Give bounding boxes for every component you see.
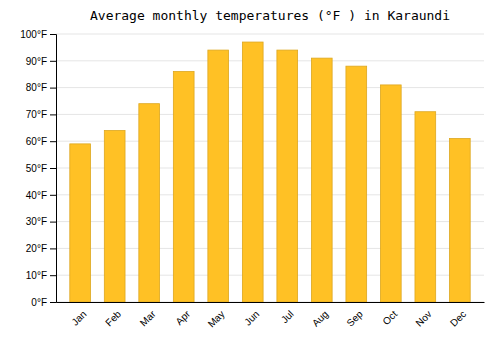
tick: 100°F xyxy=(20,29,56,40)
tick: May xyxy=(206,308,227,329)
tick: Mar xyxy=(138,308,158,328)
grid-line xyxy=(56,87,484,88)
tick-label: 70°F xyxy=(26,109,47,120)
tick-label: Jun xyxy=(242,308,261,327)
axis-line xyxy=(50,35,57,303)
bar xyxy=(415,112,436,302)
x-axis: Jan Feb Mar Apr May Jun Jul Aug Sep Oct Nov Dec xyxy=(57,303,485,330)
tick: 20°F xyxy=(26,243,56,254)
tick-label: 90°F xyxy=(26,56,47,67)
tick-mark xyxy=(50,114,56,115)
bar xyxy=(380,85,401,302)
bar xyxy=(139,104,160,302)
tick: Jul xyxy=(279,308,296,325)
tick: 70°F xyxy=(26,109,56,120)
bar xyxy=(70,144,91,302)
tick: 60°F xyxy=(26,136,56,147)
tick-label: 80°F xyxy=(26,82,47,93)
tick-mark xyxy=(50,141,56,142)
bar xyxy=(311,58,332,302)
tick: 0°F xyxy=(31,297,56,308)
tick: Feb xyxy=(103,308,123,328)
tick-label: Apr xyxy=(173,308,192,327)
tick-mark xyxy=(50,34,56,35)
tick: 50°F xyxy=(26,163,56,174)
tick-label: Oct xyxy=(381,308,400,327)
tick-mark xyxy=(50,275,56,276)
chart: 0°F 10°F 20°F 30°F 40°F 50°F 60°F 70°F 80°F 90°F 1… xyxy=(0,0,500,350)
tick-label: May xyxy=(206,308,227,329)
tick-label: Jul xyxy=(279,308,296,325)
tick-label: Jan xyxy=(69,308,88,327)
bar xyxy=(104,130,125,302)
bar xyxy=(208,50,229,302)
tick: Sep xyxy=(344,308,365,329)
tick: Aug xyxy=(310,308,330,328)
tick-label: Nov xyxy=(413,308,433,328)
y-axis: 0°F 10°F 20°F 30°F 40°F 50°F 60°F 70°F 80°F 90°F 1… xyxy=(20,29,56,308)
plot: 0°F 10°F 20°F 30°F 40°F 50°F 60°F 70°F 80°F 90°F 1… xyxy=(20,29,484,330)
tick-label: 30°F xyxy=(26,216,47,227)
tick: 90°F xyxy=(26,56,56,67)
tick: Oct xyxy=(381,308,400,327)
tick: 40°F xyxy=(26,190,56,201)
tick-label: Aug xyxy=(310,308,330,328)
bar xyxy=(277,50,298,302)
bar xyxy=(173,72,194,302)
tick-label: Sep xyxy=(344,308,365,329)
tick-mark xyxy=(50,61,56,62)
grid xyxy=(56,34,484,302)
tick-mark xyxy=(50,302,56,303)
title: Average monthly temperatures (°F ) in Ka… xyxy=(90,8,450,23)
axis-line xyxy=(57,302,485,303)
tick: Jan xyxy=(69,308,88,327)
bar xyxy=(242,42,263,302)
bar xyxy=(346,66,367,302)
tick-label: 60°F xyxy=(26,136,47,147)
grid-line xyxy=(56,34,484,35)
tick: Jun xyxy=(242,308,261,327)
tick-mark xyxy=(50,88,56,89)
tick-label: Dec xyxy=(448,308,468,328)
tick-label: 100°F xyxy=(20,29,47,40)
bar xyxy=(449,139,470,302)
tick-label: 10°F xyxy=(26,270,47,281)
tick-label: 20°F xyxy=(26,243,47,254)
tick: Dec xyxy=(448,308,468,328)
tick-mark xyxy=(50,168,56,169)
tick-label: 0°F xyxy=(31,297,47,308)
tick: Nov xyxy=(413,308,433,328)
tick-mark xyxy=(50,222,56,223)
tick-label: 50°F xyxy=(26,163,47,174)
tick-mark xyxy=(50,248,56,249)
tick-label: Feb xyxy=(103,308,123,328)
tick-label: Mar xyxy=(138,308,158,328)
bars xyxy=(70,42,470,302)
tick-label: 40°F xyxy=(26,190,47,201)
tick: Apr xyxy=(173,308,192,327)
tick: 10°F xyxy=(26,270,56,281)
grid-line xyxy=(56,60,484,61)
tick: 80°F xyxy=(26,82,56,93)
tick: 30°F xyxy=(26,216,56,227)
tick-mark xyxy=(50,195,56,196)
